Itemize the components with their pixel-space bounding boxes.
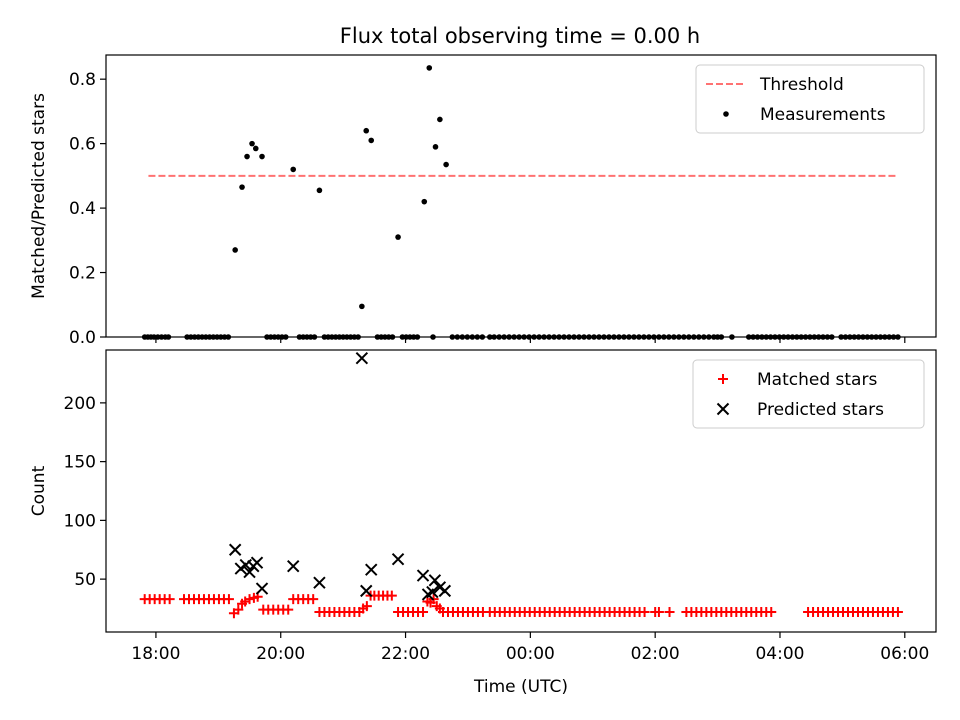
measurement-point: [232, 247, 238, 253]
y-tick-label: 0.4: [69, 199, 96, 219]
y-tick-label: 0.8: [69, 70, 96, 90]
matched-star-point: [718, 374, 728, 384]
measurement-point: [363, 127, 370, 134]
x-tick-label: 22:00: [381, 644, 430, 664]
y-tick-label: 200: [64, 394, 96, 414]
x-tick-label: 00:00: [506, 644, 555, 664]
predicted-star-point: [428, 574, 442, 587]
predicted-star-point: [355, 352, 369, 365]
predicted-star-point: [228, 543, 242, 556]
x-tick-label: 18:00: [131, 644, 180, 664]
matched-star-point: [766, 607, 777, 618]
measurement-point: [252, 145, 259, 152]
legend-box: [695, 64, 925, 134]
bottom-panel: 50 100 150 200 18:00 20:00 22:00 00:00 02:00 04:0…: [29, 349, 937, 697]
y-tick-label: 0.2: [69, 264, 96, 284]
x-tick-label: 06:00: [880, 644, 929, 664]
measurement-point: [395, 234, 401, 240]
legend-label: Threshold: [759, 75, 844, 95]
legend-label: Predicted stars: [757, 400, 884, 420]
measurement-point: [426, 65, 433, 71]
x-axis-label: Time (UTC): [473, 677, 568, 697]
y-tick-label: 150: [64, 453, 96, 473]
measurement-point: [259, 153, 265, 160]
plot-frame: [105, 54, 937, 338]
matched-star-point: [892, 607, 903, 618]
measurement-point: [249, 140, 255, 147]
predicted-star-point: [365, 563, 378, 576]
figure-title: Flux total observing time = 0.00 h: [340, 24, 700, 48]
top-panel: 0.0 0.2 0.4 0.6 0.8 Matched/Predicted stars Th…: [29, 54, 937, 348]
predicted-star-point: [426, 585, 439, 599]
matched-star-point: [386, 590, 397, 601]
measurement-point: [239, 184, 245, 190]
matched-star-point: [164, 594, 175, 605]
legend-label: Matched stars: [757, 370, 877, 390]
plot-frame: [105, 349, 937, 633]
predicted-star-point: [391, 552, 405, 566]
predicted-star-point: [243, 565, 256, 579]
predicted-star-point: [716, 402, 730, 416]
measurement-point: [443, 161, 449, 168]
matched-star-point: [233, 604, 244, 615]
predicted-star-point: [438, 584, 452, 598]
matched-star-point: [244, 594, 255, 605]
measurement-point: [316, 187, 323, 194]
matched-star-point: [283, 604, 294, 615]
x-tick-label: 02:00: [631, 644, 680, 664]
y-tick-label: 100: [64, 511, 96, 531]
y-tick-label: 0.6: [69, 135, 96, 155]
x-tick-label: 04:00: [755, 644, 804, 664]
predicted-star-point: [313, 576, 326, 589]
measurement-point: [437, 116, 443, 123]
matched-star-point: [653, 607, 664, 618]
measurement-point: [244, 153, 250, 160]
measurement-point: [359, 303, 365, 310]
y-axis-label: Matched/Predicted stars: [29, 93, 49, 299]
y-tick-label: 0.0: [69, 328, 96, 348]
matched-star-point: [639, 607, 650, 618]
matched-star-point: [418, 607, 429, 618]
predicted-star-point: [416, 569, 430, 582]
legend-label: Measurements: [760, 105, 886, 125]
predicted-star-point: [250, 556, 264, 569]
measurement-point: [421, 198, 428, 205]
measurement-point: [432, 144, 439, 150]
legend-measurement-swatch: [723, 111, 729, 117]
y-tick-label: 50: [74, 570, 96, 590]
predicted-star-point: [287, 559, 300, 573]
predicted-star-point: [255, 582, 269, 595]
y-axis-label: Count: [29, 465, 49, 516]
matched-star-point: [308, 594, 319, 605]
measurement-point: [368, 137, 375, 144]
legend-box: [692, 359, 925, 429]
matched-star-point: [361, 601, 372, 612]
predicted-star-point: [360, 584, 373, 598]
measurement-point: [290, 166, 297, 173]
matched-star-point: [664, 607, 675, 618]
matched-star-point: [223, 594, 234, 605]
x-tick-label: 20:00: [256, 644, 305, 664]
